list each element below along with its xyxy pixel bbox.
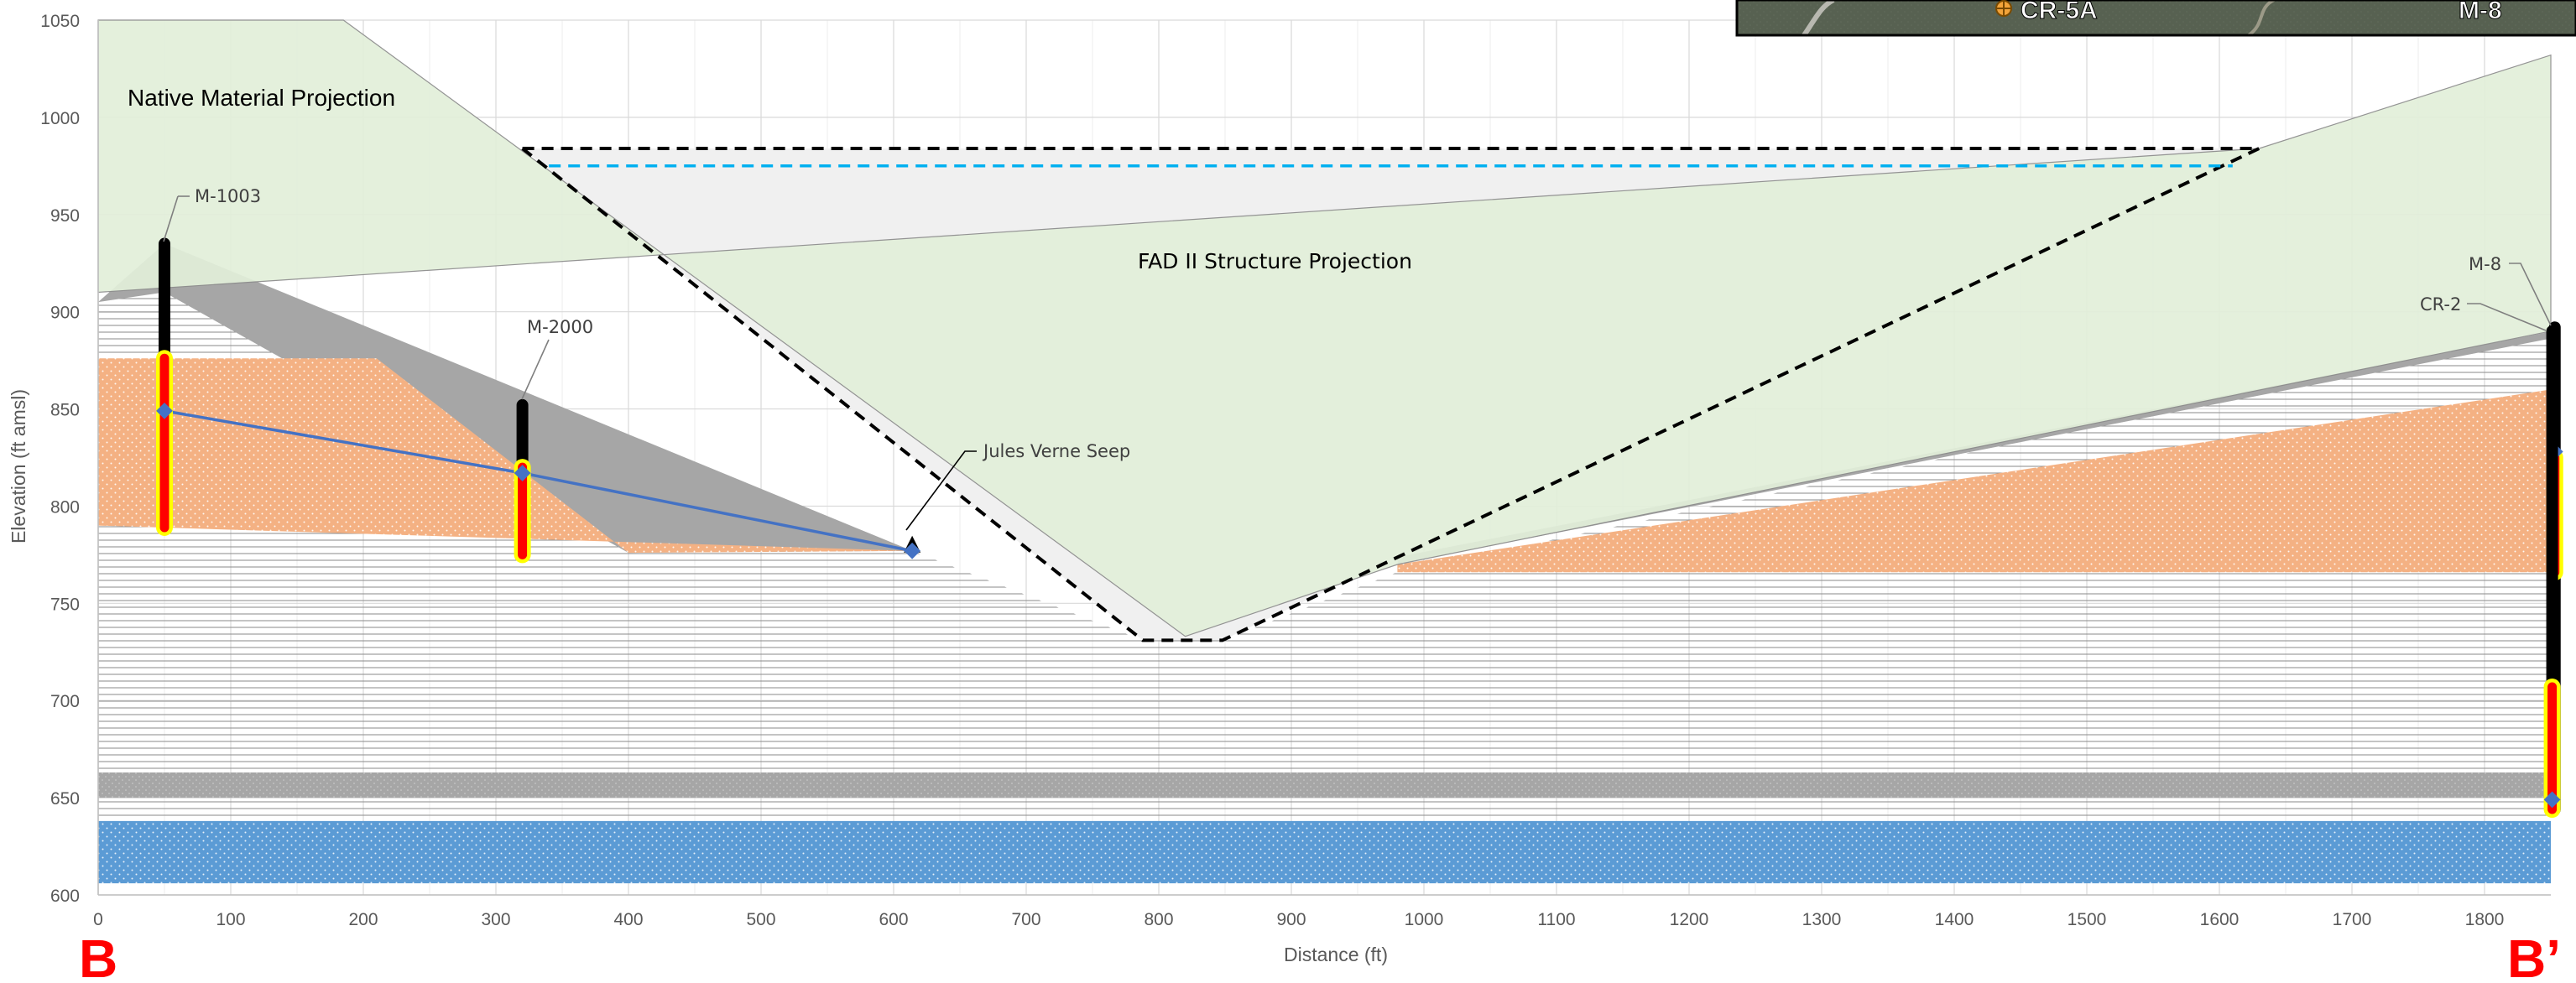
unit-orange-sand bbox=[98, 358, 913, 554]
x-axis-label: Distance (ft) bbox=[1284, 944, 1388, 965]
water-level-marker bbox=[156, 402, 173, 419]
unit-gray-clay bbox=[98, 772, 2551, 798]
x-tick-label: 900 bbox=[1276, 910, 1306, 929]
leader-m2000 bbox=[521, 339, 550, 400]
y-tick-label: 950 bbox=[50, 206, 80, 226]
unit-orange-sand-east bbox=[1397, 389, 2551, 573]
native-material-label: Native Material Projection bbox=[128, 85, 395, 111]
y-tick-label: 900 bbox=[50, 304, 80, 323]
native-material-fill bbox=[97, 19, 2552, 637]
y-tick-label: 600 bbox=[50, 887, 80, 906]
y-tick-label: 650 bbox=[50, 789, 80, 809]
x-tick-label: 1100 bbox=[1537, 910, 1575, 929]
x-tick-label: 500 bbox=[746, 910, 775, 929]
wells bbox=[156, 195, 2563, 819]
well-label-cr2: CR-2 bbox=[2420, 294, 2461, 315]
section-end-label: B’ bbox=[2507, 928, 2561, 983]
well-label-m8: M-8 bbox=[2469, 254, 2501, 274]
leader-seep bbox=[905, 450, 977, 531]
fad-outline bbox=[521, 147, 2261, 642]
seep-label: Jules Verne Seep bbox=[982, 441, 1130, 461]
fad-structure-label: FAD II Structure Projection bbox=[1138, 249, 1412, 273]
x-tick-label: 300 bbox=[481, 910, 510, 929]
section-start-label: B bbox=[79, 928, 117, 983]
y-tick-label: 1000 bbox=[40, 109, 80, 128]
inset-map: CR-5A M-8 bbox=[1735, 0, 2576, 37]
x-tick-label: 0 bbox=[93, 910, 103, 929]
x-tick-label: 1300 bbox=[1802, 910, 1842, 929]
x-tick-label: 1800 bbox=[2465, 910, 2505, 929]
water-level-marker bbox=[514, 465, 531, 481]
leader-m8 bbox=[2509, 263, 2552, 326]
y-axis-label: Elevation (ft amsl) bbox=[8, 389, 29, 544]
x-tick-label: 1500 bbox=[2068, 910, 2107, 929]
x-tick-label: 200 bbox=[348, 910, 378, 929]
axis-ticks: 0 100 200 300 400 500 600 700 800 900 1000 1100 1200… bbox=[40, 12, 2551, 929]
x-tick-label: 700 bbox=[1011, 910, 1040, 929]
x-tick-label: 1600 bbox=[2200, 910, 2240, 929]
y-tick-label: 850 bbox=[50, 401, 80, 420]
y-tick-label: 800 bbox=[50, 497, 80, 517]
silt-unit bbox=[98, 243, 2551, 818]
leader-cr2 bbox=[2467, 303, 2547, 331]
x-tick-label: 1000 bbox=[1405, 910, 1444, 929]
x-tick-label: 100 bbox=[216, 910, 245, 929]
x-tick-label: 1400 bbox=[1935, 910, 1974, 929]
x-tick-label: 400 bbox=[613, 910, 643, 929]
y-tick-label: 750 bbox=[50, 595, 80, 614]
y-tick-label: 700 bbox=[50, 692, 80, 711]
projections bbox=[97, 19, 2552, 642]
well-label-m2000: M-2000 bbox=[527, 317, 593, 337]
y-tick-label: 1050 bbox=[40, 12, 80, 31]
clay-wedge bbox=[98, 243, 913, 554]
x-tick-label: 600 bbox=[879, 910, 908, 929]
x-tick-label: 800 bbox=[1144, 910, 1173, 929]
well-label-m1003: M-1003 bbox=[195, 186, 261, 206]
inset-label-m8: M-8 bbox=[2459, 0, 2502, 24]
inset-label-cr5a: CR-5A bbox=[2021, 0, 2098, 24]
leader-m1003-b bbox=[163, 195, 179, 242]
strata bbox=[98, 243, 2552, 884]
seep-water-marker bbox=[904, 542, 921, 559]
x-tick-label: 1700 bbox=[2333, 910, 2372, 929]
water-level-marker bbox=[2543, 791, 2561, 809]
unit-blue-aquifer bbox=[98, 820, 2551, 884]
x-tick-label: 1200 bbox=[1670, 910, 1709, 929]
